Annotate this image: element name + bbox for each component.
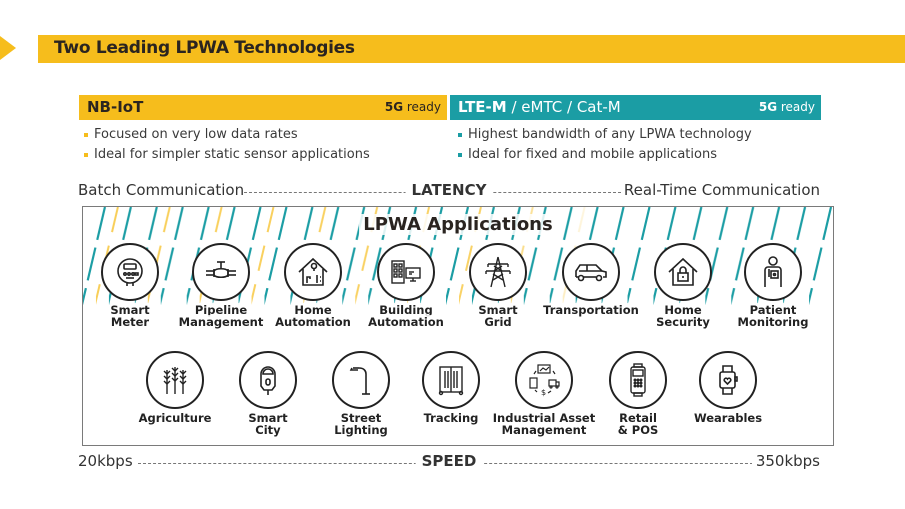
speed-right-label: 350kbps xyxy=(751,452,820,470)
app-label: Transportation xyxy=(543,303,639,317)
app-building-automation: Building Automation xyxy=(351,243,461,329)
bullet-item: Highest bandwidth of any LPWA technology xyxy=(456,125,752,145)
smartwatch-icon xyxy=(699,351,757,409)
lte-m-title: LTE-M / eMTC / Cat-M xyxy=(458,98,621,116)
app-wearables: Wearables xyxy=(673,351,783,425)
app-label: Building Automation xyxy=(368,303,444,329)
bullet-item: Ideal for fixed and mobile applications xyxy=(456,145,752,165)
nb-iot-5g-badge: 5G ready xyxy=(385,100,441,114)
speed-axis: 20kbps SPEED 350kbps xyxy=(78,452,820,474)
speed-center-label: SPEED xyxy=(415,452,483,470)
app-label: Smart City xyxy=(248,411,288,437)
home-automation-icon xyxy=(284,243,342,301)
app-label: Home Security xyxy=(656,303,710,329)
app-label: Industrial Asset Management xyxy=(492,411,596,437)
app-transportation: Transportation xyxy=(536,243,646,317)
app-label: Patient Monitoring xyxy=(737,303,809,329)
building-icon xyxy=(377,243,435,301)
app-label: Street Lighting xyxy=(334,411,388,437)
app-label: Home Automation xyxy=(275,303,351,329)
app-label: Pipeline Management xyxy=(178,303,264,329)
tracking-icon xyxy=(422,351,480,409)
parking-meter-icon xyxy=(239,351,297,409)
app-smart-meter: Smart Meter xyxy=(83,243,185,329)
app-label: Tracking xyxy=(423,411,479,425)
latency-left-label: Batch Communication xyxy=(78,181,245,199)
pos-terminal-icon xyxy=(609,351,667,409)
app-pipeline-management: Pipeline Management xyxy=(166,243,276,329)
lte-m-title-bold: LTE-M xyxy=(458,98,507,116)
app-label: Agriculture xyxy=(138,411,212,425)
latency-center-label: LATENCY xyxy=(405,181,493,199)
wheat-icon xyxy=(146,351,204,409)
app-smart-city: Smart City xyxy=(213,351,323,437)
lte-m-header: LTE-M / eMTC / Cat-M 5G ready xyxy=(450,95,821,120)
app-street-lighting: Street Lighting xyxy=(306,351,416,437)
lte-m-title-rest: / eMTC / Cat-M xyxy=(506,98,621,116)
app-smart-grid: Smart Grid xyxy=(443,243,553,329)
badge-bold: 5G xyxy=(758,100,778,114)
app-home-automation: Home Automation xyxy=(258,243,368,329)
smart-meter-icon xyxy=(101,243,159,301)
title-bar: Two Leading LPWA Technologies xyxy=(38,35,905,63)
speed-left-label: 20kbps xyxy=(78,452,137,470)
svg-text:$: $ xyxy=(541,388,546,397)
lte-m-bullets: Highest bandwidth of any LPWA technology… xyxy=(456,125,752,165)
lpwa-applications-box: LPWA Applications Smart Meter Pipeline M… xyxy=(82,206,834,446)
latency-right-label: Real-Time Communication xyxy=(623,181,820,199)
badge-rest: ready xyxy=(777,100,815,114)
car-icon xyxy=(562,243,620,301)
badge-bold: 5G xyxy=(384,100,404,114)
app-label: Wearables xyxy=(693,411,763,425)
nb-iot-bullets: Focused on very low data rates Ideal for… xyxy=(82,125,370,165)
applications-title: LPWA Applications xyxy=(83,214,833,235)
app-home-security: Home Security xyxy=(628,243,738,329)
bullet-item: Ideal for simpler static sensor applicat… xyxy=(82,145,370,165)
house-lock-icon xyxy=(654,243,712,301)
nb-iot-header: NB-IoT 5G ready xyxy=(79,95,447,120)
applications-title-text: LPWA Applications xyxy=(359,214,557,235)
app-retail-pos: Retail & POS xyxy=(583,351,693,437)
app-label: Retail & POS xyxy=(617,411,659,437)
street-lamp-icon xyxy=(332,351,390,409)
asset-cycle-icon: $ xyxy=(515,351,573,409)
page-title: Two Leading LPWA Technologies xyxy=(54,38,355,58)
app-agriculture: Agriculture xyxy=(120,351,230,425)
bullet-item: Focused on very low data rates xyxy=(82,125,370,145)
app-patient-monitoring: Patient Monitoring xyxy=(718,243,828,329)
arrow-marker-icon xyxy=(0,36,16,60)
pipeline-icon xyxy=(192,243,250,301)
patient-icon xyxy=(744,243,802,301)
nb-iot-title: NB-IoT xyxy=(87,98,144,116)
lte-m-5g-badge: 5G ready xyxy=(759,100,815,114)
power-tower-icon xyxy=(469,243,527,301)
app-tracking: Tracking xyxy=(396,351,506,425)
badge-rest: ready xyxy=(403,100,441,114)
app-label: Smart Grid xyxy=(478,303,518,329)
latency-axis: Batch Communication LATENCY Real-Time Co… xyxy=(78,181,820,203)
app-label: Smart Meter xyxy=(110,303,150,329)
app-industrial-asset-management: $ Industrial Asset Management xyxy=(489,351,599,437)
